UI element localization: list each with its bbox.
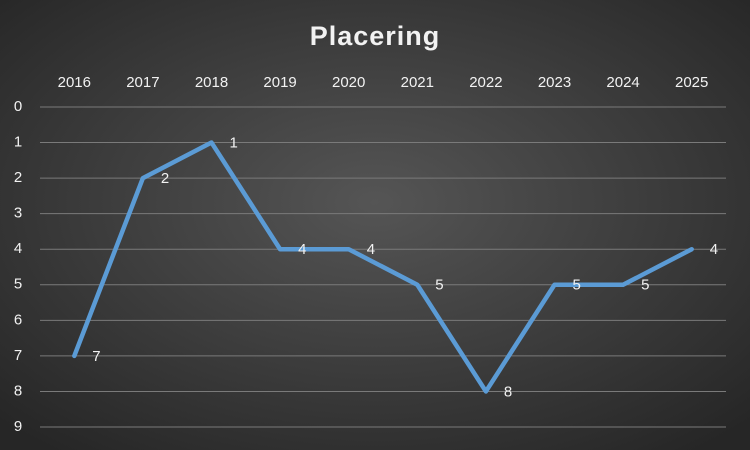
y-tick-label: 6 [14,311,22,328]
data-label: 5 [573,277,581,294]
x-tick-label: 2021 [401,74,434,91]
x-tick-label: 2017 [126,74,159,91]
y-tick-label: 4 [14,240,22,257]
y-tick-label: 2 [14,169,22,186]
x-tick-label: 2018 [195,74,228,91]
y-tick-label: 0 [14,98,22,115]
x-tick-label: 2024 [606,74,639,91]
data-label: 7 [92,348,100,365]
data-label: 2 [161,170,169,187]
y-tick-label: 9 [14,418,22,435]
data-label: 5 [641,277,649,294]
x-tick-label: 2019 [263,74,296,91]
y-tick-label: 5 [14,276,22,293]
data-label: 5 [435,277,443,294]
y-tick-label: 7 [14,347,22,364]
x-tick-label: 2025 [675,74,708,91]
x-tick-label: 2020 [332,74,365,91]
data-line [72,140,694,394]
y-tick-label: 8 [14,382,22,399]
x-tick-label: 2022 [469,74,502,91]
data-label: 4 [710,241,718,258]
data-label: 4 [367,241,375,258]
data-label: 8 [504,383,512,400]
data-label: 1 [230,135,238,152]
y-tick-label: 3 [14,205,22,222]
y-tick-label: 1 [14,134,22,151]
chart-title: Placering [310,21,441,51]
x-tick-label: 2023 [538,74,571,91]
data-label: 4 [298,241,306,258]
x-tick-label: 2016 [58,74,91,91]
